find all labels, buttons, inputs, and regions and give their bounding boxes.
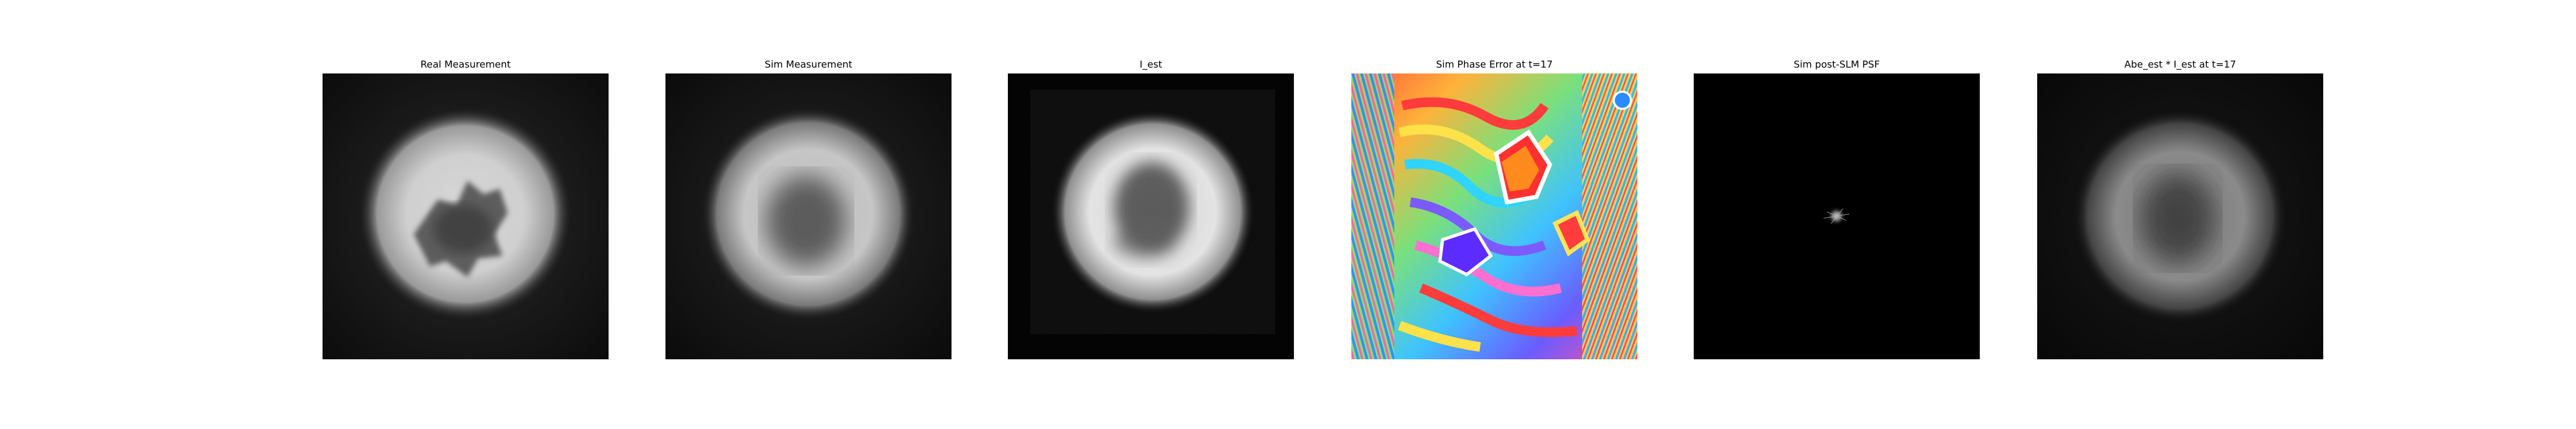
panel-title: Abe_est * I_est at t=17 <box>2124 59 2236 70</box>
sim-phase-error-image <box>1351 73 1637 359</box>
panel-title: Sim Phase Error at t=17 <box>1436 59 1553 70</box>
real-measurement-image <box>323 73 609 359</box>
panel-title: Sim Measurement <box>764 59 853 70</box>
sim-measurement-image <box>665 73 952 359</box>
panel-title: Real Measurement <box>420 59 511 70</box>
i-est-image <box>1008 73 1294 359</box>
panel-title: Sim post-SLM PSF <box>1794 59 1880 70</box>
panel-title: I_est <box>1139 59 1162 70</box>
abe-est-i-est-image <box>2037 73 2323 359</box>
sim-post-slm-psf-image <box>1694 73 1980 359</box>
